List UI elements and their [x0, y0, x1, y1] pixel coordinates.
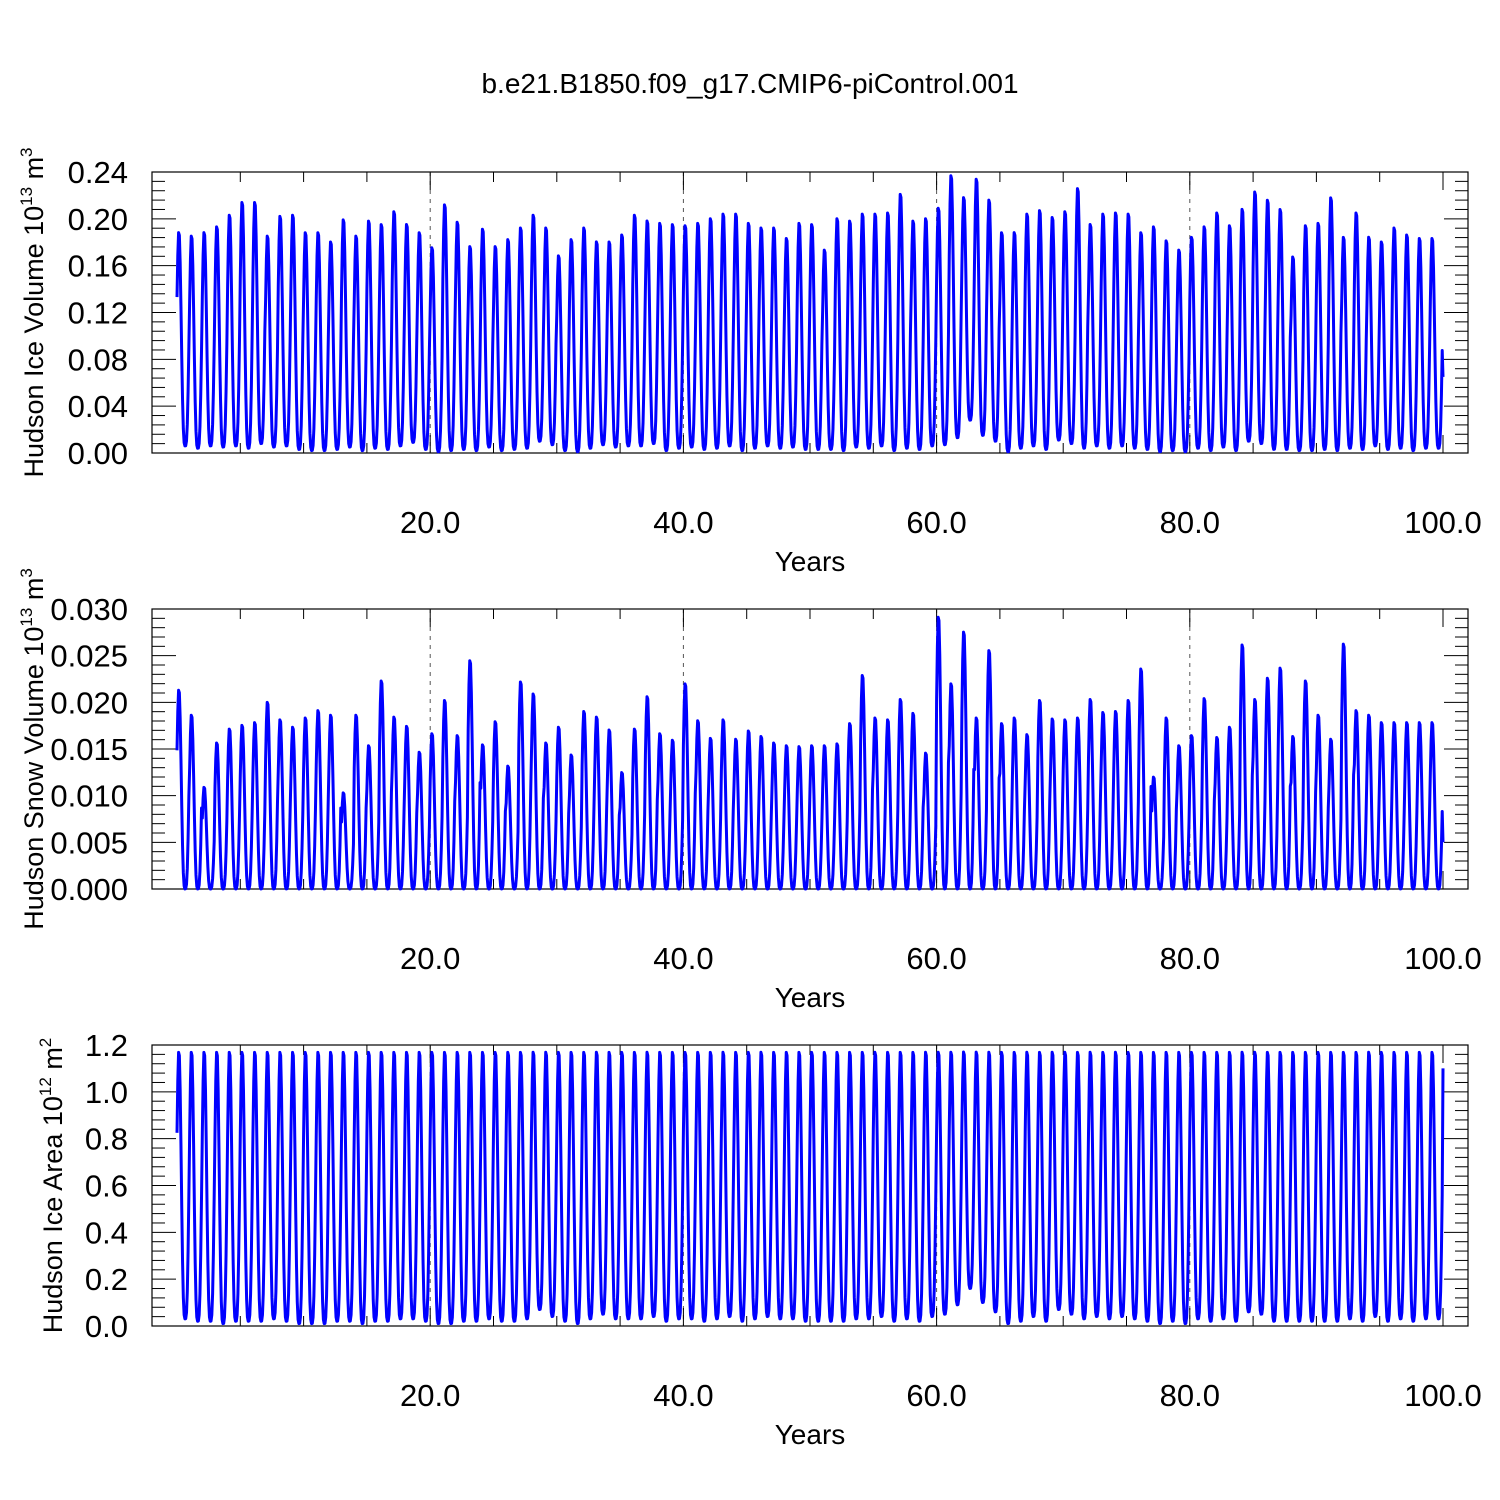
y-tick-label: 0.8	[85, 1122, 128, 1157]
y-tick-label: 0.04	[68, 389, 128, 424]
x-tick-label: 100.0	[1404, 941, 1482, 976]
x-tick-label: 80.0	[1160, 941, 1220, 976]
x-tick-label: 20.0	[400, 505, 460, 540]
y-tick-label: 0.020	[50, 685, 128, 720]
x-tick-label: 40.0	[653, 505, 713, 540]
y-tick-label: 0.08	[68, 342, 128, 377]
y-tick-label: 0.005	[50, 825, 128, 860]
panel-ice-area: 0.0 0.2 0.4 0.6 0.8 1.0 1.2 20.0 40.0 60.0 80.0 100…	[36, 1028, 1482, 1450]
y-tick-label: 0.16	[68, 249, 128, 284]
y-tick-label: 0.030	[50, 592, 128, 627]
y-tick-label: 0.000	[50, 872, 128, 907]
x-tick-label: 60.0	[906, 941, 966, 976]
x-tick-label: 20.0	[400, 941, 460, 976]
panel-ice-volume: 0.00 0.04 0.08 0.12 0.16 0.20 0.24 20.0 40.0 60.0…	[17, 147, 1482, 577]
x-tick-label: 40.0	[653, 941, 713, 976]
y-tick-label: 0.12	[68, 296, 128, 331]
y-axis-title: Hudson Ice Area 1012 m2	[36, 1038, 68, 1334]
x-tick-label: 100.0	[1404, 505, 1482, 540]
panel-snow-volume: 0.000 0.005 0.010 0.015 0.020 0.025 0.030 20.0 4…	[17, 568, 1482, 1013]
y-tick-label: 0.015	[50, 732, 128, 767]
x-axis-title: Years	[775, 546, 846, 577]
y-tick-label: 0.00	[68, 436, 128, 471]
y-axis-title: Hudson Snow Volume 1013 m3	[17, 568, 49, 930]
y-tick-label: 0.6	[85, 1169, 128, 1204]
y-tick-label: 0.0	[85, 1309, 128, 1344]
y-tick-label: 0.2	[85, 1262, 128, 1297]
x-tick-label: 60.0	[906, 505, 966, 540]
x-tick-label: 80.0	[1160, 1378, 1220, 1413]
y-tick-label: 1.0	[85, 1075, 128, 1110]
y-tick-label: 0.20	[68, 202, 128, 237]
y-tick-label: 1.2	[85, 1028, 128, 1063]
y-axis-title: Hudson Ice Volume 1013 m3	[17, 147, 49, 477]
x-tick-label: 20.0	[400, 1378, 460, 1413]
x-tick-label: 80.0	[1160, 505, 1220, 540]
x-tick-label: 100.0	[1404, 1378, 1482, 1413]
y-tick-label: 0.4	[85, 1215, 128, 1250]
x-tick-label: 60.0	[906, 1378, 966, 1413]
y-tick-label: 0.025	[50, 639, 128, 674]
page-title: b.e21.B1850.f09_g17.CMIP6-piControl.001	[481, 68, 1019, 99]
series-line	[175, 174, 1445, 454]
x-tick-label: 40.0	[653, 1378, 713, 1413]
y-tick-label: 0.24	[68, 155, 128, 190]
series-line	[175, 1050, 1445, 1326]
x-axis-title: Years	[775, 1419, 846, 1450]
x-axis-title: Years	[775, 982, 846, 1013]
y-tick-label: 0.010	[50, 779, 128, 814]
series-line	[175, 615, 1445, 891]
